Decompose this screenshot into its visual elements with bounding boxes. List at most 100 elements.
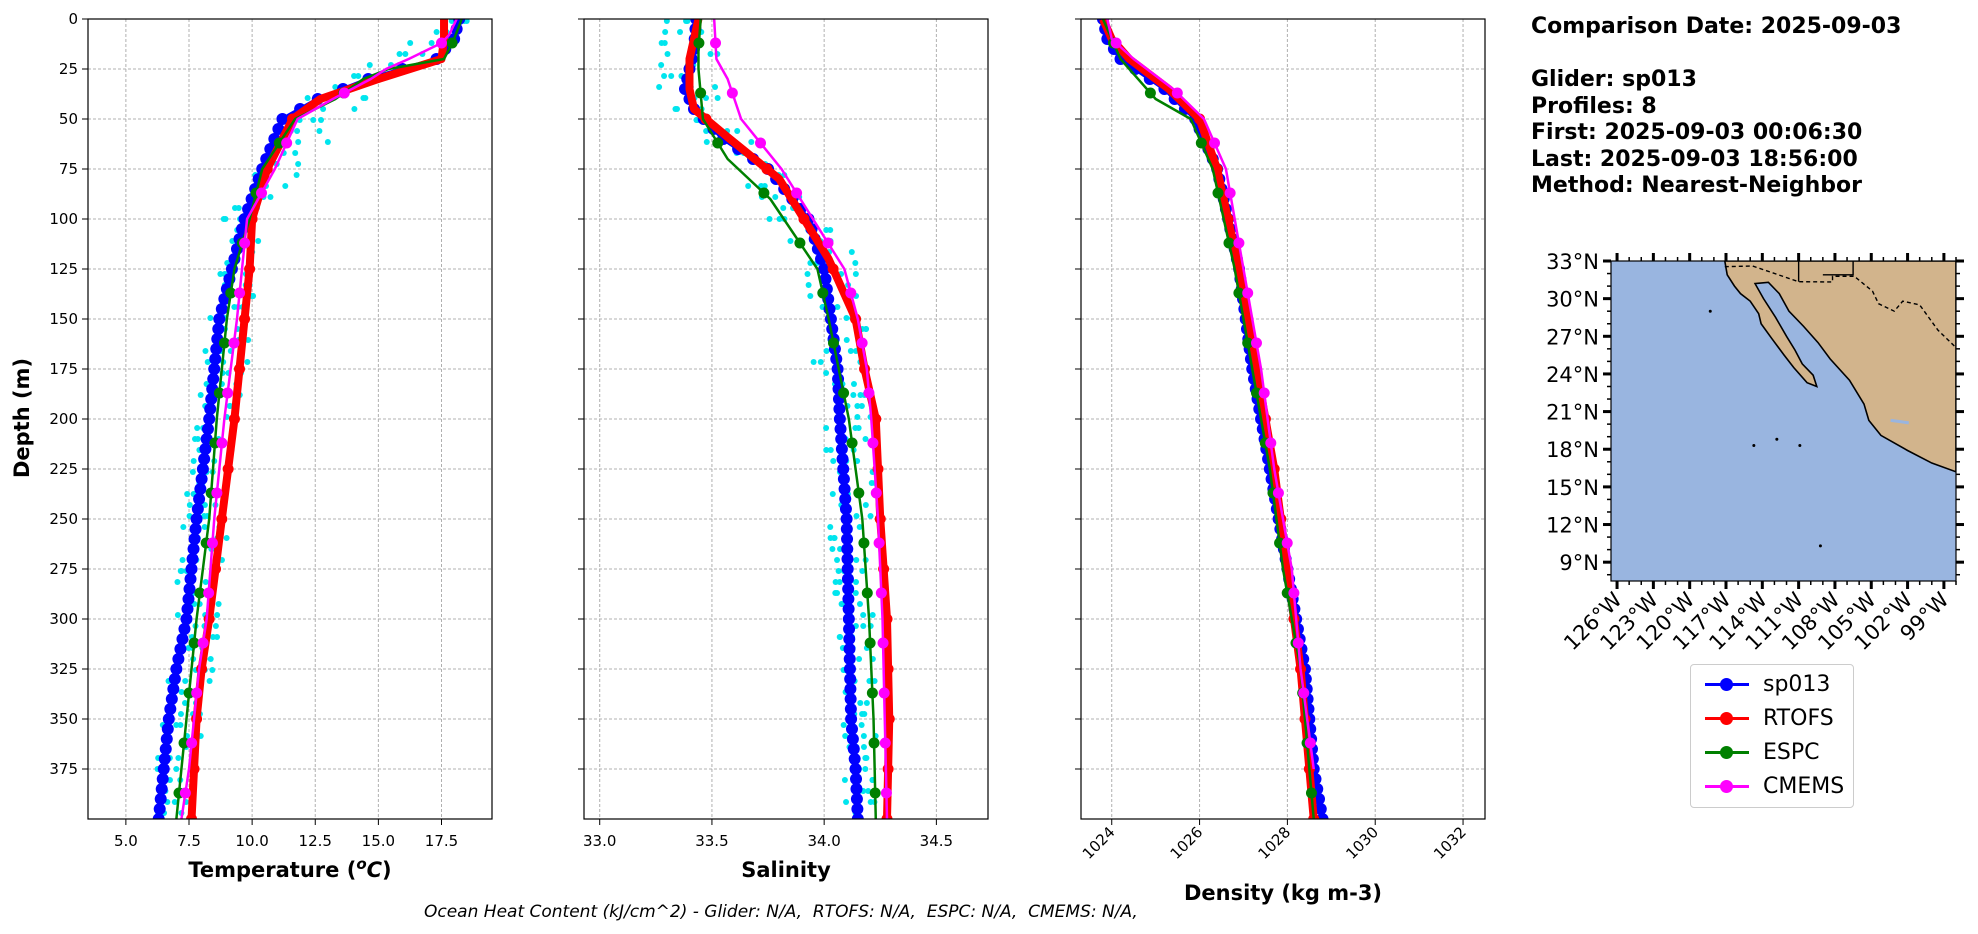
raw-profile-point [658,62,665,68]
series-point-sp013 [199,443,212,455]
raw-profile-point [214,612,221,618]
x-tick-label: 1032 [1430,823,1470,863]
raw-profile-point [842,733,849,739]
raw-profile-point [245,337,252,343]
series-point-rtofs [234,363,245,375]
raw-profile-point [351,73,358,79]
raw-profile-point [316,128,323,134]
series-point-cmems [878,687,890,699]
series-point-sp013 [843,663,856,675]
raw-profile-point [197,392,204,398]
series-point-espc [817,287,829,299]
lat-tick-label: 24°N [1546,363,1599,387]
raw-profile-point [202,579,209,585]
raw-profile-point [869,612,876,618]
raw-profile-point [745,183,752,189]
raw-profile-point [177,568,184,574]
series-point-sp013 [194,483,207,495]
series-point-sp013 [844,683,857,695]
series-point-sp013 [160,733,173,745]
series-point-sp013 [842,613,855,625]
series-point-espc [183,687,195,699]
series-point-sp013 [843,623,856,635]
raw-profile-point [209,667,216,673]
series-point-sp013 [842,593,855,605]
series-point-espc [1233,287,1245,299]
x-tick-label: 7.5 [177,832,201,850]
series-point-sp013 [158,753,171,765]
island [1775,437,1779,441]
raw-profile-point [194,425,201,431]
series-point-sp013 [846,733,859,745]
raw-profile-point [860,623,867,629]
method: Method: Nearest-Neighbor [1531,173,1862,198]
y-tick-label: 25 [59,60,78,78]
raw-profile-point [684,19,691,24]
raw-profile-point [734,128,741,134]
series-line-cmems [712,19,889,819]
series-point-cmems [880,787,892,799]
raw-profile-point [182,678,189,684]
raw-profile-point [823,370,830,376]
raw-profile-point [206,678,213,684]
series-point-sp013 [836,453,849,465]
raw-profile-point [318,117,325,123]
raw-profile-point [324,139,331,145]
series-point-sp013 [195,473,208,485]
raw-profile-point [355,73,362,79]
series-point-sp013 [835,433,848,445]
series-point-espc [194,587,206,599]
raw-profile-point [673,106,680,112]
series-point-sp013 [844,673,857,685]
series-point-espc [794,237,806,249]
series-point-cmems [755,137,767,149]
raw-profile-point [396,51,403,57]
legend-label: ESPC [1763,740,1820,765]
series-point-espc [864,637,876,649]
raw-profile-point [853,557,860,563]
plot-area [656,19,895,819]
y-tick-label: 150 [49,310,78,328]
series-point-rtofs [244,263,256,275]
y-tick-label: 225 [49,460,78,478]
x-tick-label: 5.0 [114,832,138,850]
raw-profile-point [463,19,470,24]
series-point-rtofs [859,363,871,375]
raw-profile-point [805,282,812,288]
raw-profile-point [428,40,435,46]
y-tick-label: 275 [49,560,78,578]
series-point-cmems [234,287,246,299]
raw-profile-point [215,601,222,607]
series-point-sp013 [161,723,174,735]
raw-profile-point [173,722,180,728]
series-line-espc [1101,19,1315,819]
raw-profile-point [661,73,668,79]
series-point-sp013 [176,633,189,645]
land-mass [1723,261,1956,473]
x-axis-label: Salinity [741,858,831,882]
series-point-cmems [222,387,234,399]
y-tick-label: 0 [68,10,78,28]
raw-profile-point [850,381,857,387]
series-point-sp013 [841,533,854,545]
series-point-sp013 [840,523,853,535]
series-point-espc [1212,187,1224,199]
lat-tick-label: 33°N [1546,250,1599,274]
salinity-panel: 33.0 33.5 34.0 34.5 Salinity [578,18,989,882]
series-point-cmems [726,87,738,99]
raw-profile-point [223,535,230,541]
raw-profile-point [204,359,211,365]
x-tick-label: 33.5 [695,832,728,850]
series-point-cmems [870,487,882,499]
raw-profile-point [834,590,841,596]
raw-profile-point [804,271,811,277]
raw-profile-point [865,788,872,794]
y-tick-label: 100 [49,210,78,228]
series-point-cmems [206,537,218,549]
series-point-sp013 [184,573,197,585]
degree-superscript: o [356,855,366,873]
raw-profile-point [255,238,262,244]
series-point-cmems [256,187,268,199]
y-tick-label: 300 [49,610,78,628]
raw-profile-point [857,700,864,706]
